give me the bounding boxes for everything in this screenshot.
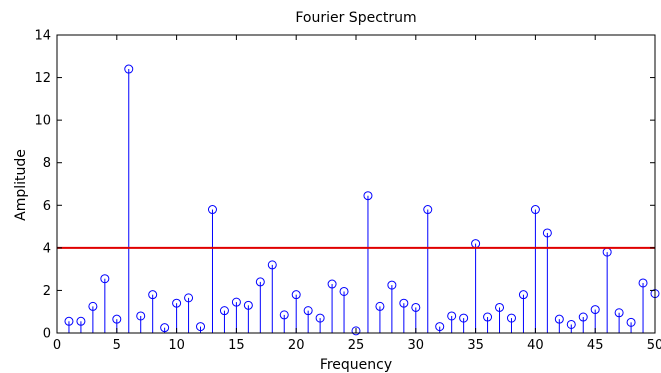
stem-marker-41 <box>542 228 552 238</box>
y-tick-label-14: 14 <box>34 29 51 44</box>
stem-marker-15 <box>231 297 241 307</box>
x-tick-label-10: 10 <box>168 338 185 353</box>
stem-marker-16 <box>243 300 253 310</box>
stem-marker-2 <box>76 316 86 326</box>
stem-marker-33 <box>447 311 457 321</box>
x-axis-label: Frequency <box>320 357 392 373</box>
stem-marker-37 <box>495 302 505 312</box>
stem-marker-29 <box>399 298 409 308</box>
stem-marker-38 <box>506 313 516 323</box>
stem-marker-26 <box>363 191 373 201</box>
stem-marker-6 <box>124 64 134 74</box>
stem-marker-24 <box>339 286 349 296</box>
stem-marker-18 <box>267 260 277 270</box>
stem-marker-5 <box>112 314 122 324</box>
y-tick-label-12: 12 <box>34 71 51 86</box>
x-tick-label-20: 20 <box>288 338 305 353</box>
stem-marker-9 <box>160 323 170 333</box>
x-tick-label-50: 50 <box>647 338 661 353</box>
stem-marker-7 <box>136 311 146 321</box>
stem-marker-8 <box>148 290 158 300</box>
stem-marker-19 <box>279 310 289 320</box>
x-tick-label-0: 0 <box>53 338 61 353</box>
y-tick-label-6: 6 <box>43 199 51 214</box>
stem-marker-4 <box>100 274 110 284</box>
stem-marker-49 <box>638 278 648 288</box>
x-tick-label-40: 40 <box>527 338 544 353</box>
stem-marker-11 <box>184 293 194 303</box>
y-tick-label-8: 8 <box>43 156 51 171</box>
stem-marker-42 <box>554 314 564 324</box>
stem-marker-47 <box>614 308 624 318</box>
plot-frame <box>56 34 656 334</box>
stem-marker-36 <box>483 312 493 322</box>
x-tick-label-5: 5 <box>113 338 121 353</box>
stem-marker-30 <box>411 302 421 312</box>
stem-marker-45 <box>590 305 600 315</box>
y-tick-label-0: 0 <box>43 327 51 342</box>
stem-marker-34 <box>459 313 469 323</box>
y-axis-label: Amplitude <box>13 149 29 221</box>
y-tick-label-4: 4 <box>43 241 51 256</box>
stem-marker-39 <box>518 290 528 300</box>
stem-marker-23 <box>327 279 337 289</box>
stem-marker-10 <box>172 298 182 308</box>
stem-marker-40 <box>530 205 540 215</box>
stem-marker-28 <box>387 280 397 290</box>
x-tick-label-45: 45 <box>587 338 604 353</box>
y-tick-label-10: 10 <box>34 114 51 129</box>
x-axis: 0 5 10 15 20 25 30 35 40 45 50 <box>53 35 661 353</box>
stem-marker-27 <box>375 301 385 311</box>
stem-marker-20 <box>291 290 301 300</box>
stem-marker-32 <box>435 322 445 332</box>
stem-marker-48 <box>626 317 636 327</box>
stem-marker-44 <box>578 312 588 322</box>
stem-marker-3 <box>88 301 98 311</box>
stem-marker-17 <box>255 277 265 287</box>
x-tick-label-30: 30 <box>408 338 425 353</box>
y-axis: 0 2 4 6 8 10 12 14 <box>34 29 655 342</box>
stem-marker-12 <box>196 322 206 332</box>
stem-marker-22 <box>315 313 325 323</box>
stem-marker-21 <box>303 306 313 316</box>
x-tick-label-15: 15 <box>228 338 245 353</box>
stem-marker-1 <box>64 316 74 326</box>
y-tick-label-2: 2 <box>43 284 51 299</box>
x-tick-label-35: 35 <box>467 338 484 353</box>
stem-marker-31 <box>423 205 433 215</box>
stem-series <box>64 64 660 336</box>
stem-marker-13 <box>207 205 217 215</box>
stem-marker-14 <box>219 306 229 316</box>
x-tick-label-25: 25 <box>348 338 365 353</box>
stem-marker-25 <box>351 326 361 336</box>
chart-title: Fourier Spectrum <box>295 10 416 26</box>
stem-marker-43 <box>566 319 576 329</box>
